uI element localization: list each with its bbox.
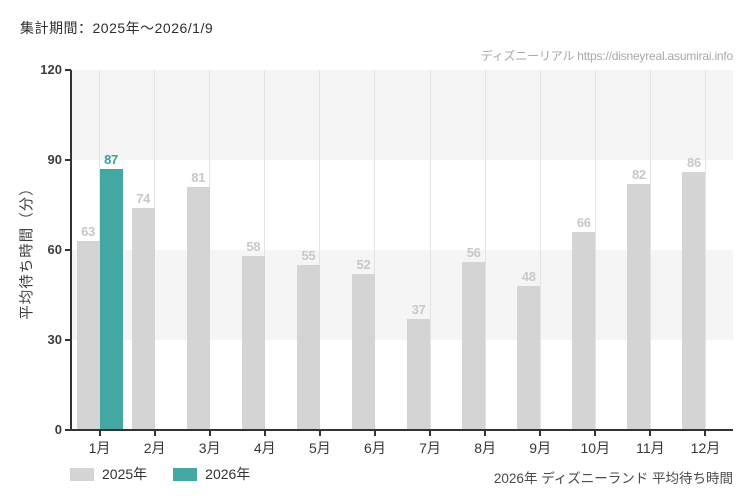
bar-2025年-10月 bbox=[572, 232, 596, 430]
plot-band bbox=[72, 250, 733, 340]
bar-2025年-11月 bbox=[627, 184, 651, 430]
legend-entry: 2025年 bbox=[70, 464, 147, 484]
bar-2025年-7月 bbox=[407, 319, 431, 430]
bar-2026年-1月 bbox=[99, 169, 123, 430]
x-tick-mark bbox=[153, 431, 156, 436]
y-tick-label: 60 bbox=[47, 242, 62, 257]
bar-value-label: 58 bbox=[246, 239, 261, 254]
bar-2025年-1月 bbox=[76, 241, 100, 430]
gridline bbox=[319, 70, 321, 430]
x-tick-mark bbox=[649, 431, 652, 436]
bar-2025年-5月 bbox=[296, 265, 320, 430]
bar-2025年-12月 bbox=[682, 172, 706, 430]
x-tick-mark bbox=[263, 431, 266, 436]
gridline bbox=[484, 70, 486, 430]
gridline bbox=[374, 70, 376, 430]
y-tick-label: 30 bbox=[47, 332, 62, 347]
x-tick-mark bbox=[208, 431, 211, 436]
x-tick-label: 10月 bbox=[580, 440, 611, 456]
gridline bbox=[154, 70, 156, 430]
x-tick-mark bbox=[484, 431, 487, 436]
legend: 2025年 2026年 bbox=[70, 464, 276, 484]
bar-value-label: 81 bbox=[191, 170, 206, 185]
y-tick-label: 0 bbox=[54, 422, 62, 437]
bar-2025年-6月 bbox=[351, 274, 375, 430]
plot-band bbox=[72, 70, 733, 160]
y-tick-label: 90 bbox=[47, 152, 62, 167]
x-tick-label: 5月 bbox=[308, 440, 331, 456]
legend-label: 2025年 bbox=[102, 466, 148, 482]
gridline bbox=[209, 70, 211, 430]
x-tick-label: 9月 bbox=[529, 440, 552, 456]
legend-label: 2026年 bbox=[205, 466, 251, 482]
x-axis-line bbox=[70, 429, 733, 431]
gridline bbox=[594, 70, 596, 430]
chart-caption: 2026年 ディズニーランド 平均待ち時間 bbox=[493, 471, 733, 486]
bar-2025年-3月 bbox=[186, 187, 210, 430]
period-label: 集計期間：2025年～2026/1/9 bbox=[20, 20, 214, 36]
x-tick-mark bbox=[594, 431, 597, 436]
x-tick-mark bbox=[98, 431, 101, 436]
x-tick-label: 12月 bbox=[690, 440, 721, 456]
bar-2025年-8月 bbox=[462, 262, 486, 430]
gridline bbox=[264, 70, 266, 430]
bar-2025年-4月 bbox=[241, 256, 265, 430]
x-tick-label: 3月 bbox=[198, 440, 221, 456]
gridline bbox=[429, 70, 431, 430]
bar-value-label: 56 bbox=[466, 245, 481, 260]
x-tick-mark bbox=[429, 431, 432, 436]
x-tick-label: 2月 bbox=[143, 440, 166, 456]
x-tick-label: 1月 bbox=[88, 440, 111, 456]
gridline bbox=[704, 70, 706, 430]
y-tick-label: 120 bbox=[40, 62, 62, 77]
bar-value-label: 63 bbox=[81, 224, 95, 239]
x-tick-mark bbox=[539, 431, 542, 436]
watermark-text: ディズニーリアル https://disneyreal.asumirai.inf… bbox=[480, 49, 733, 63]
x-tick-label: 7月 bbox=[419, 440, 441, 456]
x-tick-label: 11月 bbox=[636, 440, 665, 456]
legend-swatch bbox=[70, 467, 94, 481]
bar-value-label: 87 bbox=[104, 152, 118, 167]
x-tick-label: 6月 bbox=[364, 440, 386, 456]
y-tick-mark bbox=[65, 249, 71, 251]
bar-value-label: 66 bbox=[576, 215, 591, 230]
bar-value-label: 74 bbox=[136, 191, 151, 206]
legend-swatch bbox=[173, 467, 198, 481]
y-tick-mark bbox=[65, 339, 71, 341]
gridline bbox=[539, 70, 541, 430]
bar-value-label: 48 bbox=[521, 269, 536, 284]
plot-area: 63 74 81 58 55 52 37 56 48 66 82 86 87 bbox=[72, 70, 733, 430]
bar-2025年-2月 bbox=[131, 208, 155, 430]
bar-value-label: 52 bbox=[356, 257, 371, 272]
bar-value-label: 37 bbox=[411, 302, 426, 317]
bar-value-label: 55 bbox=[301, 248, 316, 263]
bar-value-label: 82 bbox=[631, 167, 646, 182]
x-tick-mark bbox=[704, 431, 707, 436]
x-tick-mark bbox=[318, 431, 321, 436]
y-tick-mark bbox=[65, 429, 71, 431]
x-tick-mark bbox=[373, 431, 376, 436]
bar-value-label: 86 bbox=[687, 155, 701, 170]
y-tick-mark bbox=[65, 69, 71, 71]
y-tick-mark bbox=[65, 159, 71, 161]
gridline bbox=[649, 70, 651, 430]
x-tick-label: 4月 bbox=[253, 440, 276, 456]
x-tick-label: 8月 bbox=[474, 440, 497, 456]
y-axis-line bbox=[70, 70, 72, 431]
bar-2025年-9月 bbox=[517, 286, 541, 430]
legend-entry: 2026年 bbox=[173, 464, 250, 484]
